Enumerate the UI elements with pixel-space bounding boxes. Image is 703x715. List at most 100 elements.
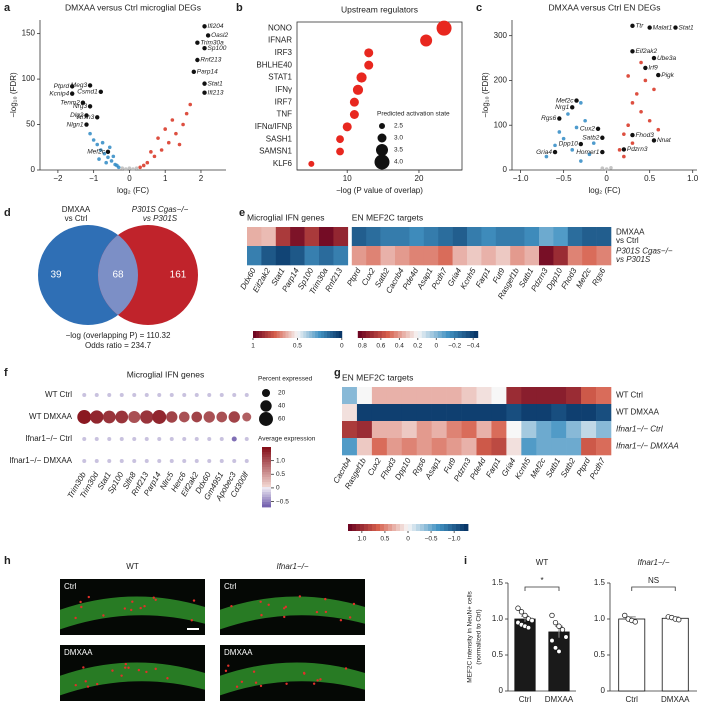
chart-title: DMXAA versus Ctrl EN DEGs bbox=[549, 2, 661, 12]
colorbar-step bbox=[264, 331, 269, 338]
column-title: Ifnar1−/− bbox=[276, 562, 308, 571]
red-speck bbox=[111, 669, 114, 672]
category-label: NONO bbox=[268, 23, 292, 32]
heat-cell bbox=[386, 387, 403, 405]
red-speck bbox=[145, 670, 148, 674]
row-label: WT DMXAA bbox=[616, 408, 660, 417]
dot bbox=[182, 458, 187, 464]
colorbar-step bbox=[262, 487, 271, 490]
colorbar-label: 0.5 bbox=[293, 343, 302, 350]
red-speck bbox=[252, 670, 256, 673]
colorbar-step bbox=[416, 524, 421, 531]
colorbar-step bbox=[262, 489, 271, 493]
dot bbox=[342, 122, 352, 132]
y-axis-label: −log₁₀ (FDR) bbox=[481, 72, 490, 118]
x-tick-label: 0 bbox=[127, 174, 132, 183]
heat-cell bbox=[506, 421, 522, 439]
point bbox=[522, 612, 528, 619]
point bbox=[544, 154, 549, 159]
point bbox=[556, 648, 562, 655]
dot bbox=[336, 147, 344, 156]
heat-cell bbox=[476, 387, 492, 405]
heat-cell bbox=[506, 438, 522, 456]
dot bbox=[132, 436, 137, 442]
point bbox=[166, 140, 171, 145]
gene-label: Rnf213 bbox=[200, 57, 221, 64]
colorbar-step bbox=[409, 331, 415, 338]
point bbox=[556, 623, 562, 629]
colorbar-step bbox=[436, 524, 441, 531]
colorbar-step bbox=[262, 479, 271, 483]
colorbar-label: 0 bbox=[434, 343, 438, 350]
group-title: Microglial IFN genes bbox=[247, 212, 324, 222]
x-tick-label: DMXAA bbox=[545, 695, 574, 704]
colorbar-step bbox=[262, 499, 271, 503]
significance: NS bbox=[648, 576, 659, 585]
y-axis-label: −log₁₀ (FDR) bbox=[9, 72, 18, 118]
point bbox=[566, 112, 570, 116]
colorbar-step bbox=[372, 524, 377, 531]
venn-overlap bbox=[98, 225, 138, 325]
colorbar-step bbox=[364, 524, 369, 531]
venn-count: 161 bbox=[170, 270, 187, 281]
dot bbox=[178, 411, 190, 423]
point bbox=[145, 160, 150, 165]
colorbar-step bbox=[441, 331, 447, 338]
colorbar-step bbox=[282, 331, 286, 338]
colorbar-step bbox=[262, 467, 271, 470]
point bbox=[109, 159, 114, 163]
colorbar-step bbox=[262, 464, 271, 468]
point bbox=[559, 627, 566, 633]
point bbox=[622, 154, 626, 159]
row-label: WT DMXAA bbox=[29, 412, 73, 421]
red-speck bbox=[240, 680, 244, 683]
red-speck bbox=[298, 595, 302, 598]
point bbox=[647, 118, 652, 123]
heat-cell bbox=[438, 227, 453, 247]
colorbar-step bbox=[405, 331, 411, 338]
significance-bracket bbox=[631, 586, 676, 591]
point bbox=[579, 159, 583, 163]
colorbar-label: 0 bbox=[340, 343, 344, 350]
dot bbox=[157, 436, 162, 442]
x-tick-label: DMXAA bbox=[661, 695, 690, 704]
legend-dot bbox=[379, 123, 385, 129]
dot bbox=[242, 412, 252, 422]
gene-point bbox=[202, 45, 207, 51]
heat-cell bbox=[461, 421, 477, 439]
gene-label: Nrg3 bbox=[73, 103, 87, 110]
colorbar-step bbox=[262, 492, 271, 495]
dot bbox=[169, 458, 174, 464]
point bbox=[639, 109, 643, 114]
y-tick-label: 200 bbox=[494, 76, 508, 85]
point bbox=[518, 609, 525, 615]
dot bbox=[219, 436, 224, 442]
dot bbox=[364, 48, 374, 58]
colorbar-step bbox=[424, 524, 429, 531]
red-speck bbox=[131, 600, 134, 603]
gene-point bbox=[191, 69, 197, 75]
heat-cell bbox=[446, 387, 462, 405]
gene-point bbox=[552, 149, 558, 155]
colorbar-step bbox=[262, 459, 271, 463]
dot bbox=[94, 458, 99, 464]
red-speck bbox=[316, 679, 319, 682]
colorbar-step bbox=[380, 524, 385, 531]
x-axis-label: −log (P value of overlap) bbox=[336, 186, 423, 195]
red-speck bbox=[227, 664, 230, 667]
point bbox=[131, 167, 135, 171]
point bbox=[549, 612, 555, 619]
colorbar-step bbox=[306, 331, 310, 338]
colorbar-step bbox=[262, 449, 271, 453]
colorbar-step bbox=[460, 524, 465, 531]
colorbar-step bbox=[437, 331, 443, 338]
red-speck bbox=[190, 619, 193, 622]
red-speck bbox=[344, 667, 348, 670]
heat-cell bbox=[423, 246, 439, 266]
legend-title: Predicted activation state bbox=[377, 111, 450, 118]
colorbar-step bbox=[384, 524, 389, 531]
point bbox=[181, 122, 185, 127]
dot bbox=[115, 410, 129, 424]
gene-label: Nlgn1 bbox=[67, 121, 84, 128]
heat-cell bbox=[261, 227, 277, 247]
